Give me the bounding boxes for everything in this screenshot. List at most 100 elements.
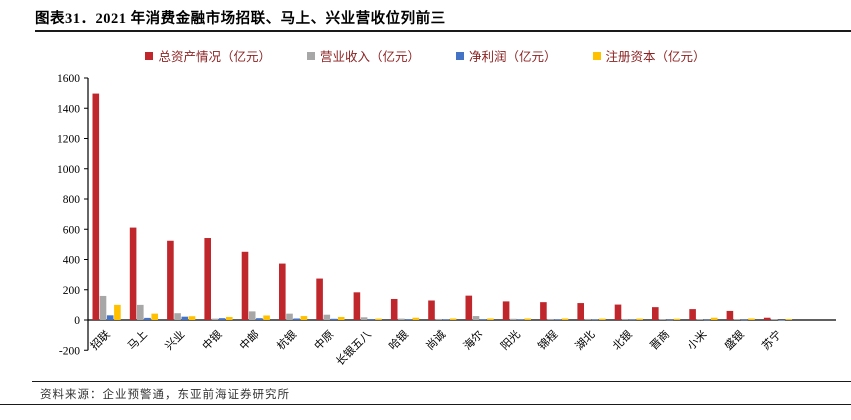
bar-1-2	[174, 313, 181, 320]
svg-text:400: 400	[63, 255, 81, 267]
bar-2-16	[703, 319, 711, 321]
svg-text:1400: 1400	[57, 103, 80, 115]
bar-0-18	[763, 317, 771, 320]
bar-chart: -200 0 200 400 600 800 1000 1200 1400 1600 招联 马上 兴业中…	[0, 65, 851, 368]
svg-text:北银: 北银	[609, 327, 634, 352]
bar-2-13	[591, 319, 599, 321]
svg-text:0: 0	[74, 315, 80, 327]
bar-1-18	[771, 319, 778, 320]
svg-text:杭银: 杭银	[274, 327, 299, 352]
legend-swatch-icon	[145, 51, 154, 60]
svg-text:中银: 中银	[199, 327, 224, 352]
svg-text:晋商: 晋商	[647, 327, 672, 352]
bar-1-12	[547, 318, 554, 320]
bar-1-3	[211, 318, 219, 320]
bar-3-5	[300, 316, 308, 320]
source-note: 资料来源：企业预警通，东亚前海证券研究所	[40, 389, 290, 401]
bar-0-15	[652, 307, 659, 320]
legend-label: 注册资本（亿元）	[605, 50, 706, 64]
bar-1-8	[398, 318, 405, 320]
svg-text:锦程: 锦程	[535, 327, 560, 352]
legend-item-1: 营业收入（亿元）	[306, 46, 420, 65]
legend-label: 总资产情况（亿元）	[158, 50, 271, 64]
bar-2-1	[144, 317, 151, 320]
bar-1-16	[696, 319, 704, 320]
svg-text:600: 600	[63, 224, 81, 236]
svg-text:湖北: 湖北	[573, 328, 598, 353]
svg-text:哈银: 哈银	[386, 327, 411, 352]
bar-0-3	[204, 238, 211, 320]
bar-1-11	[510, 318, 517, 320]
bar-3-3	[226, 316, 233, 320]
bar-2-5	[293, 318, 300, 320]
bar-chart-canvas: -20002004006008001000120014001600招联 马上 兴业中…	[57, 73, 836, 368]
bar-0-1	[129, 227, 137, 320]
bar-0-16	[689, 309, 696, 320]
bar-3-10	[487, 318, 494, 320]
bar-3-6	[337, 316, 345, 320]
bar-3-8	[412, 317, 420, 320]
bar-0-11	[502, 301, 510, 320]
svg-text:阳光: 阳光	[497, 327, 522, 352]
page-title: 图表31．2021 年消费金融市场招联、马上、兴业营收位列前三	[35, 11, 446, 27]
bar-3-15	[673, 318, 681, 320]
bar-2-12	[554, 319, 562, 320]
legend-label: 营业收入（亿元）	[319, 50, 420, 64]
bar-3-9	[449, 318, 457, 320]
bar-2-4	[256, 318, 263, 320]
legend-item-3: 注册资本（亿元）	[592, 46, 706, 65]
svg-text:海尔: 海尔	[460, 327, 485, 352]
header-divider	[35, 30, 851, 32]
svg-text:1600: 1600	[57, 73, 80, 85]
svg-text:招联: 招联	[87, 327, 112, 352]
svg-text:兴业: 兴业	[162, 328, 187, 353]
bar-1-9	[435, 318, 442, 320]
bar-2-2	[181, 316, 189, 320]
bar-3-13	[599, 318, 606, 320]
bar-1-0	[99, 295, 107, 320]
bar-1-7	[360, 317, 368, 320]
bar-0-12	[540, 302, 547, 320]
svg-text:800: 800	[63, 194, 81, 206]
svg-text:尚诚: 尚诚	[423, 327, 448, 352]
bar-2-9	[442, 319, 450, 320]
svg-text:中邮: 中邮	[237, 328, 262, 353]
bar-1-17	[733, 319, 741, 320]
bar-2-7	[368, 319, 375, 320]
bar-3-1	[151, 313, 158, 320]
bar-2-17	[741, 319, 748, 321]
bar-3-16	[710, 317, 718, 320]
legend-item-0: 总资产情况（亿元）	[145, 46, 271, 65]
bar-1-15	[659, 319, 666, 320]
bar-1-5	[286, 313, 293, 320]
chart-legend: 总资产情况（亿元） 营业收入（亿元） 净利润（亿元） 注册资本（亿元）	[0, 46, 851, 65]
bar-0-5	[279, 263, 286, 320]
bar-2-6	[330, 318, 338, 320]
bar-2-0	[106, 315, 114, 320]
bar-2-3	[218, 318, 226, 320]
bar-1-13	[584, 318, 592, 320]
svg-text:200: 200	[63, 285, 81, 297]
bar-1-10	[472, 316, 480, 320]
bar-2-18	[778, 320, 785, 321]
bar-3-14	[636, 318, 643, 320]
svg-text:盛银: 盛银	[721, 327, 746, 352]
svg-text:小米: 小米	[685, 328, 710, 353]
bar-3-0	[114, 304, 121, 320]
bar-0-7	[353, 292, 361, 320]
bar-2-15	[666, 319, 673, 321]
svg-text:1200: 1200	[57, 134, 80, 146]
svg-text:苏宁: 苏宁	[759, 327, 784, 352]
svg-text:长银五八: 长银五八	[333, 327, 374, 365]
bar-3-4	[263, 315, 270, 320]
footer-divider-top	[32, 381, 851, 382]
bar-0-17	[726, 310, 734, 320]
footer-divider-bottom	[0, 404, 851, 405]
bar-3-2	[188, 316, 196, 320]
legend-swatch-icon	[306, 51, 315, 60]
bar-0-2	[167, 240, 174, 320]
bar-2-11	[517, 319, 524, 320]
bar-1-4	[248, 311, 256, 320]
bar-3-11	[524, 318, 531, 320]
bar-0-13	[577, 303, 584, 320]
